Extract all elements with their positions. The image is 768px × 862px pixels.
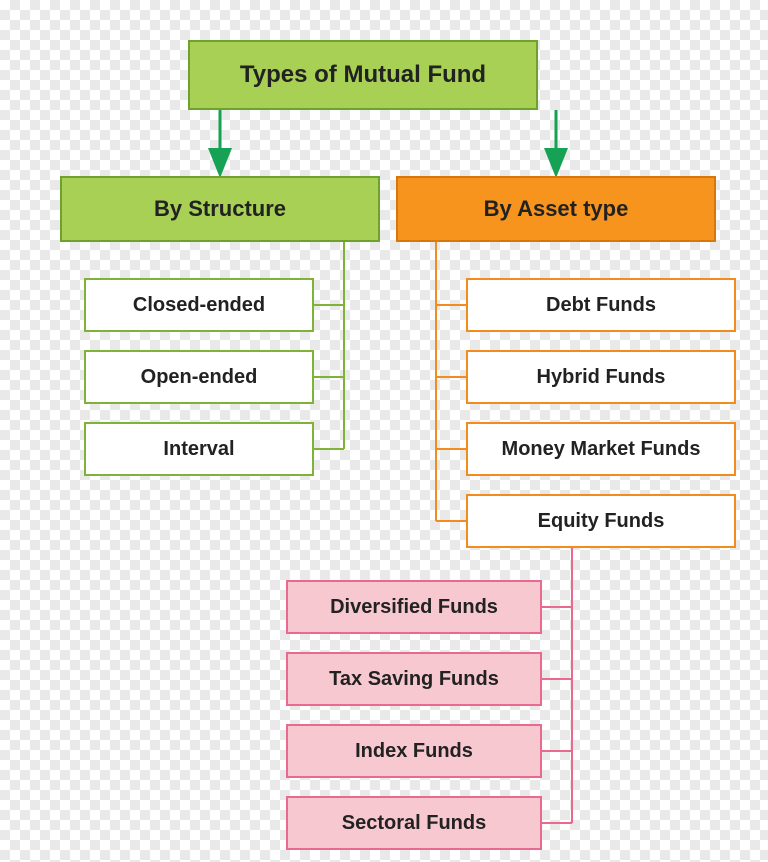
node-closed-ended: Closed-ended [84,278,314,332]
node-sectoral: Sectoral Funds [286,796,542,850]
node-interval: Interval [84,422,314,476]
node-by-asset: By Asset type [396,176,716,242]
node-tax-saving: Tax Saving Funds [286,652,542,706]
node-diversified: Diversified Funds [286,580,542,634]
node-open-ended: Open-ended [84,350,314,404]
node-equity: Equity Funds [466,494,736,548]
node-index: Index Funds [286,724,542,778]
node-debt: Debt Funds [466,278,736,332]
node-hybrid: Hybrid Funds [466,350,736,404]
diagram-stage: Types of Mutual Fund By StructureBy Asset… [0,0,768,862]
node-money-market: Money Market Funds [466,422,736,476]
node-by-structure: By Structure [60,176,380,242]
node-root: Types of Mutual Fund [188,40,538,110]
